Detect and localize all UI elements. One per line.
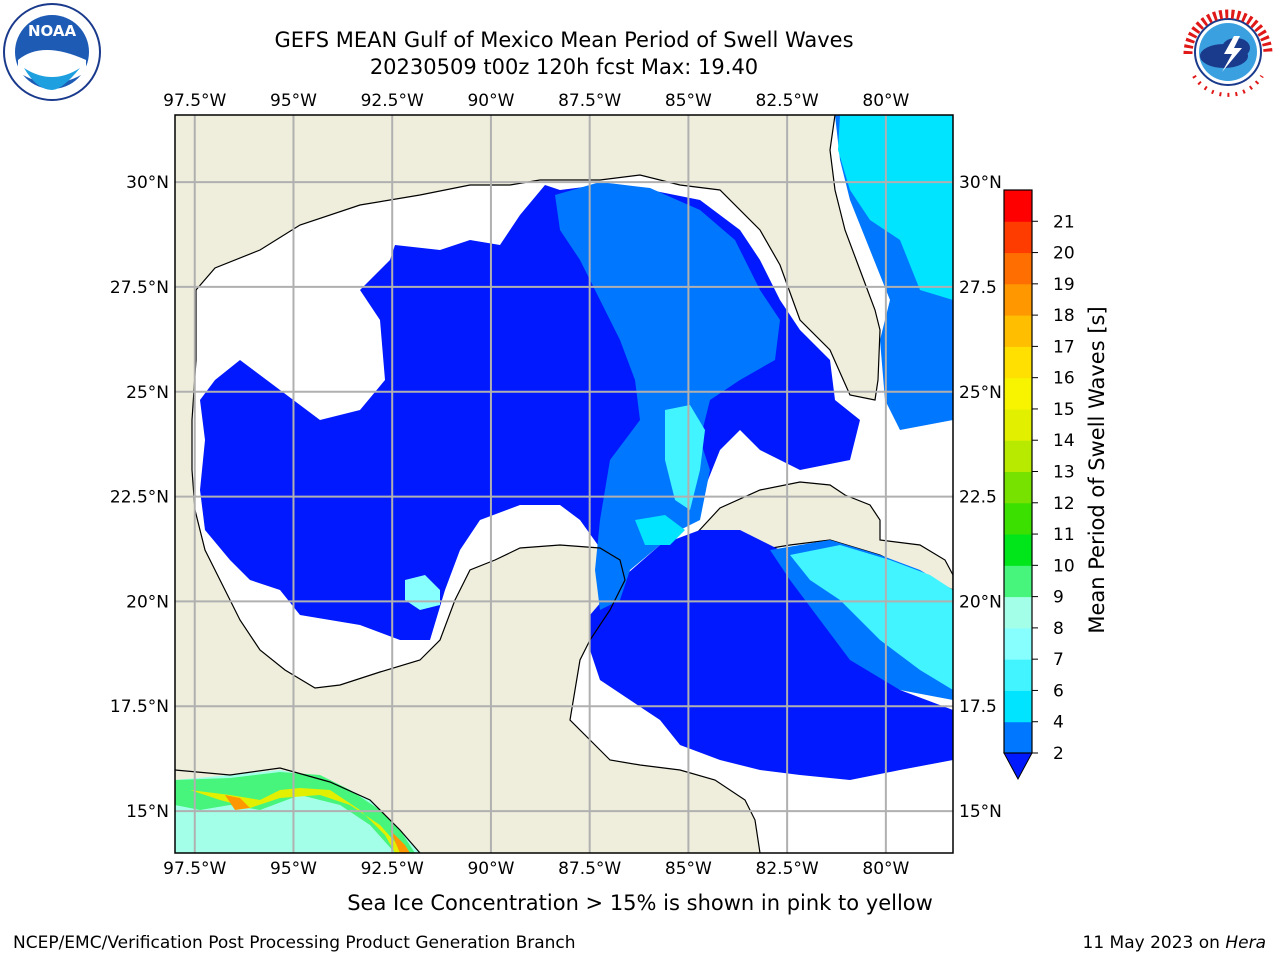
map-frame xyxy=(174,114,954,854)
graticule xyxy=(175,115,953,853)
contour-4-6s-center xyxy=(555,182,780,610)
colorbar-segment xyxy=(1004,377,1032,410)
lon-label-bottom: 95°W xyxy=(270,859,317,879)
lon-label-bottom: 97.5°W xyxy=(163,859,226,879)
lat-label-left: 27.5°N xyxy=(110,278,169,298)
colorbar-tick-label: 19 xyxy=(1053,275,1075,295)
colorbar: 2 4 6 7 8 9 10 11 12 13 14 15 16 17 18 19 20 21 xyxy=(1003,189,1075,781)
lat-label-right: 27.5 xyxy=(959,278,997,298)
colorbar-tick-label: 20 xyxy=(1053,244,1075,264)
colorbar-segment xyxy=(1004,221,1032,254)
colorbar-tick-label: 11 xyxy=(1053,525,1075,545)
colorbar-tick-label: 17 xyxy=(1053,337,1075,357)
colorbar-extend-triangle xyxy=(1003,752,1033,781)
lat-label-left: 22.5°N xyxy=(110,488,169,508)
lat-labels-right: 30°N 27.5 25°N 22.5 20°N 17.5 15°N xyxy=(959,173,1002,822)
colorbar-tick-label: 12 xyxy=(1053,494,1075,514)
colorbar-tick-label: 14 xyxy=(1053,431,1075,451)
lat-label-right: 17.5 xyxy=(959,697,997,717)
colorbar-tick-label: 21 xyxy=(1053,212,1075,232)
colorbar-tick-label: 9 xyxy=(1053,588,1064,608)
colorbar-segment xyxy=(1004,565,1032,598)
lon-label-top: 80°W xyxy=(862,91,909,111)
contour-6-7s-caribbean xyxy=(790,545,953,690)
lat-label-left: 20°N xyxy=(126,592,169,612)
pacific-coastline xyxy=(175,767,421,853)
colorbar-segment xyxy=(1004,534,1032,566)
lon-label-bottom: 82.5°W xyxy=(756,859,819,879)
lat-label-left: 30°N xyxy=(126,173,169,193)
lon-label-top: 90°W xyxy=(467,91,514,111)
colorbar-tick-label: 2 xyxy=(1053,744,1064,764)
date-text: 11 May 2023 on xyxy=(1082,933,1220,953)
lon-label-bottom: 80°W xyxy=(862,859,909,879)
colorbar-segment xyxy=(1004,346,1032,379)
colorbar-segment xyxy=(1004,596,1032,629)
credit-text: NCEP/EMC/Verification Post Processing Pr… xyxy=(13,933,576,953)
footer-date: 11 May 2023 on Hera xyxy=(1083,933,1267,953)
mexico-coastline xyxy=(191,290,761,853)
machine-name: Hera xyxy=(1225,933,1266,953)
lat-label-left: 25°N xyxy=(126,383,169,403)
lat-label-left: 17.5°N xyxy=(110,697,169,717)
lon-label-top: 92.5°W xyxy=(361,91,424,111)
lat-label-right: 25°N xyxy=(959,383,1002,403)
sea-ice-note: Sea Ice Concentration > 15% is shown in … xyxy=(347,891,933,915)
lon-label-top: 87.5°W xyxy=(558,91,621,111)
colorbar-segment xyxy=(1004,408,1032,441)
contour-6-7s-cuba-west xyxy=(635,515,685,545)
lon-label-top: 97.5°W xyxy=(163,91,226,111)
colorbar-tick-label: 4 xyxy=(1053,713,1064,733)
colorbar-tick-label: 6 xyxy=(1053,681,1064,701)
lon-label-bottom: 85°W xyxy=(665,859,712,879)
colorbar-segment xyxy=(1004,252,1032,285)
colorbar-segment xyxy=(1004,440,1032,472)
colorbar-tick-label: 13 xyxy=(1053,463,1075,483)
colorbar-segment xyxy=(1004,690,1032,723)
colorbar-tick-label: 18 xyxy=(1053,306,1075,326)
noaa-logo: NOAA xyxy=(3,3,101,101)
colorbar-tick-label: 15 xyxy=(1053,400,1075,420)
us-gulf-coastline xyxy=(195,115,881,401)
pacific-green xyxy=(175,772,415,853)
nws-logo xyxy=(1180,4,1276,100)
colorbar-segment xyxy=(1004,315,1032,347)
colorbar-segment xyxy=(1004,627,1032,660)
lon-label-bottom: 90°W xyxy=(467,859,514,879)
colorbar-segment xyxy=(1004,283,1032,316)
contour-6-7s-channel xyxy=(665,405,705,510)
contour-6-7s-east xyxy=(838,115,953,300)
lon-label-top: 85°W xyxy=(665,91,712,111)
lon-labels-bottom: 97.5°W 95°W 92.5°W 90°W 87.5°W 85°W 82.5°W 80°W xyxy=(163,859,909,879)
swell-period-contours xyxy=(175,115,953,853)
colorbar-tick-label: 10 xyxy=(1053,556,1075,576)
lon-label-bottom: 92.5°W xyxy=(361,859,424,879)
colorbar-segment xyxy=(1004,659,1032,691)
lon-label-top: 82.5°W xyxy=(756,91,819,111)
lon-label-bottom: 87.5°W xyxy=(558,859,621,879)
colorbar-tick-label: 7 xyxy=(1053,650,1064,670)
lat-label-right: 30°N xyxy=(959,173,1002,193)
colorbar-segment xyxy=(1004,471,1032,504)
chart-subtitle: 20230509 t00z 120h fcst Max: 19.40 xyxy=(369,55,759,79)
contour-2-4s-east xyxy=(590,530,953,780)
colorbar-segment xyxy=(1004,190,1032,222)
chart-title: GEFS MEAN Gulf of Mexico Mean Period of … xyxy=(274,28,854,52)
lat-label-right: 15°N xyxy=(959,802,1002,822)
noaa-logo-text: NOAA xyxy=(28,22,77,40)
colorbar-title: Mean Period of Swell Waves [s] xyxy=(1085,306,1109,634)
lat-label-left: 15°N xyxy=(126,802,169,822)
lat-label-right: 22.5 xyxy=(959,488,997,508)
colorbar-segment xyxy=(1004,502,1032,535)
lat-label-right: 20°N xyxy=(959,592,1002,612)
lon-labels-top: 97.5°W 95°W 92.5°W 90°W 87.5°W 85°W 82.5°W 80°W xyxy=(163,91,909,111)
lat-labels-left: 30°N 27.5°N 25°N 22.5°N 20°N 17.5°N 15°N xyxy=(110,173,169,822)
colorbar-tick-label: 8 xyxy=(1053,619,1064,639)
lon-label-top: 95°W xyxy=(270,91,317,111)
colorbar-tick-label: 16 xyxy=(1053,369,1075,389)
colorbar-segment xyxy=(1004,721,1032,754)
